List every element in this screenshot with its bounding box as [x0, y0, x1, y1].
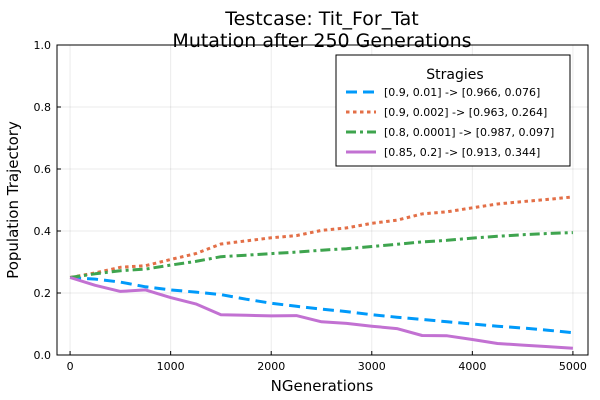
x-tick-label: 0 [67, 360, 74, 373]
series-lines [69, 195, 574, 350]
x-tick-label: 5000 [559, 360, 587, 373]
legend: Stragies [0.9, 0.01] -> [0.966, 0.076][0… [335, 54, 571, 167]
y-tick-label: 0.6 [34, 163, 52, 176]
y-tick-label: 0.0 [34, 349, 52, 362]
legend-title: Stragies [426, 67, 483, 83]
chart-title-line2: Mutation after 250 Generations [172, 30, 471, 52]
x-axis-label: NGenerations [271, 377, 374, 395]
series-line-4 [69, 276, 573, 350]
legend-label-2: [0.9, 0.002] -> [0.963, 0.264] [384, 106, 547, 119]
x-tick-label: 3000 [358, 360, 386, 373]
y-tick-label: 0.2 [34, 287, 52, 300]
legend-label-4: [0.85, 0.2] -> [0.913, 0.344] [384, 146, 540, 159]
y-axis-label: Population Trajectory [4, 121, 22, 279]
legend-label-3: [0.8, 0.0001] -> [0.987, 0.097] [384, 126, 554, 139]
plot-frame [56, 44, 589, 356]
y-tick-label: 1.0 [34, 39, 52, 52]
legend-label-1: [0.9, 0.01] -> [0.966, 0.076] [384, 86, 540, 99]
x-tick-label: 1000 [157, 360, 185, 373]
chart-title-line1: Testcase: Tit_For_Tat [224, 8, 419, 30]
axis-ticks: 0 1000 2000 3000 4000 5000 0.0 0.2 0.4 0.6 0.8 1.0 [34, 39, 587, 373]
x-tick-label: 4000 [458, 360, 486, 373]
series-line-1 [70, 276, 574, 335]
y-tick-label: 0.4 [34, 225, 52, 238]
series-line-2 [69, 195, 574, 279]
series-line-3 [69, 231, 573, 279]
x-tick-label: 2000 [257, 360, 285, 373]
y-tick-label: 0.8 [34, 101, 52, 114]
legend-entries: [0.9, 0.01] -> [0.966, 0.076] [0.9, 0.002… [346, 86, 554, 159]
